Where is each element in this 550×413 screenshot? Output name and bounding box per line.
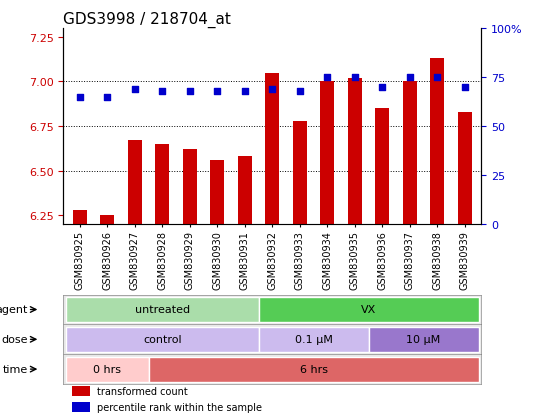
Point — [350, 75, 359, 81]
Bar — [155, 145, 169, 225]
Point — [240, 88, 249, 95]
Bar — [458, 113, 472, 225]
Bar — [320, 82, 334, 225]
Text: agent: agent — [0, 305, 28, 315]
Bar — [368, 327, 478, 352]
Point — [213, 88, 222, 95]
Bar — [72, 386, 90, 396]
Bar — [100, 216, 114, 225]
Text: time: time — [2, 364, 28, 374]
Bar — [66, 297, 258, 322]
Bar — [258, 327, 369, 352]
Point — [433, 75, 442, 81]
Bar — [148, 357, 478, 382]
Point — [460, 84, 469, 91]
Bar — [238, 157, 252, 225]
Point — [323, 75, 332, 81]
Text: percentile rank within the sample: percentile rank within the sample — [97, 402, 262, 412]
Point — [378, 84, 387, 91]
Point — [75, 94, 84, 101]
Bar — [403, 82, 417, 225]
Text: 10 μM: 10 μM — [406, 335, 441, 344]
Point — [405, 75, 414, 81]
Bar — [348, 79, 362, 225]
Text: 0.1 μM: 0.1 μM — [295, 335, 332, 344]
Bar — [265, 74, 279, 225]
Text: dose: dose — [1, 335, 28, 344]
Point — [295, 88, 304, 95]
Bar — [128, 141, 142, 225]
Text: control: control — [143, 335, 182, 344]
Point — [130, 86, 139, 93]
Bar — [66, 327, 258, 352]
Bar — [66, 357, 148, 382]
Text: 6 hrs: 6 hrs — [300, 364, 327, 374]
Bar — [210, 161, 224, 225]
Bar — [430, 59, 444, 225]
Text: GDS3998 / 218704_at: GDS3998 / 218704_at — [63, 12, 231, 28]
Bar — [293, 121, 307, 225]
Bar — [375, 109, 389, 225]
Text: VX: VX — [361, 305, 376, 315]
Point — [103, 94, 112, 101]
Point — [185, 88, 194, 95]
Point — [158, 88, 167, 95]
Bar — [72, 402, 90, 413]
Text: untreated: untreated — [135, 305, 190, 315]
Bar — [258, 297, 478, 322]
Text: transformed count: transformed count — [97, 386, 188, 396]
Text: 0 hrs: 0 hrs — [94, 364, 121, 374]
Bar — [183, 150, 197, 225]
Point — [268, 86, 277, 93]
Bar — [73, 211, 87, 225]
